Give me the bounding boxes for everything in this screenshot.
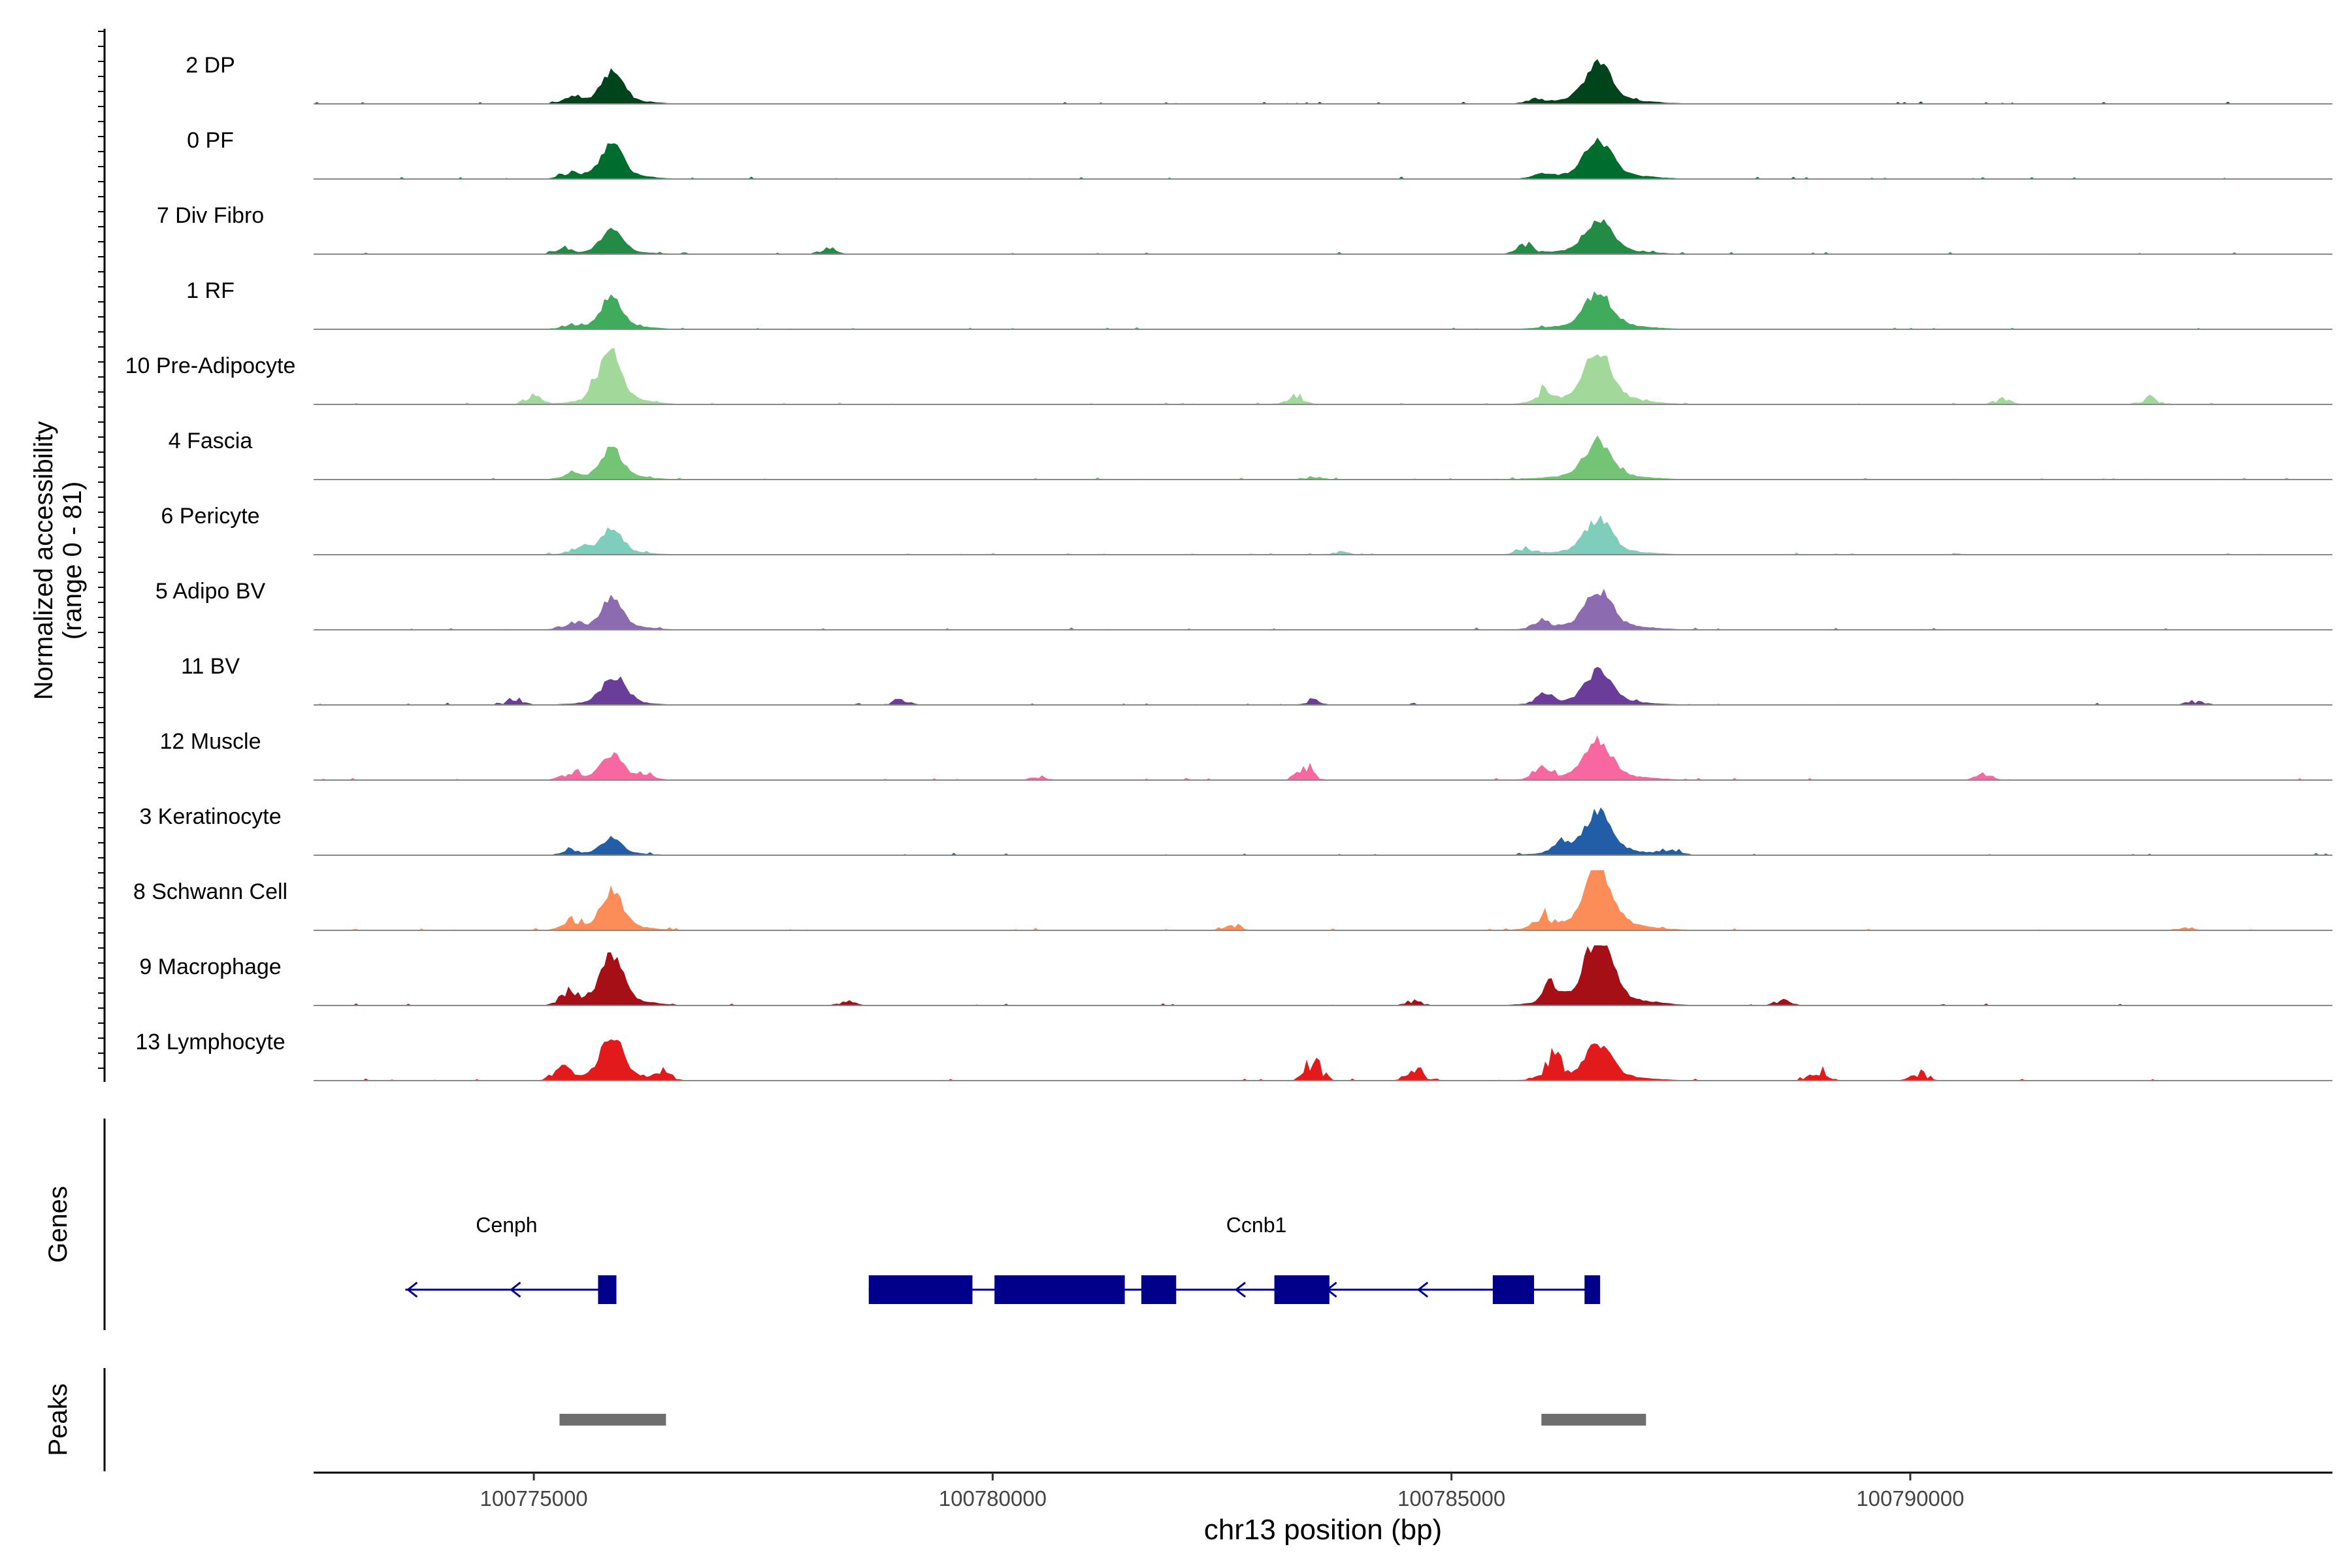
x-tick-label: 100775000 [480, 1486, 587, 1511]
track-8-schwann-cell: 8 Schwann Cell [133, 870, 2332, 931]
y-axis-accessibility: Normalized accessibility (range 0 - 81) [29, 29, 106, 1082]
x-tick-label: 100790000 [1856, 1486, 1964, 1511]
gene-exon [868, 1275, 973, 1304]
coverage-area [314, 945, 2332, 1005]
genes-track-label: Genes [44, 1186, 73, 1263]
x-tick-label: 100780000 [939, 1486, 1047, 1511]
gene-cenph: Cenph [405, 1213, 617, 1304]
strand-arrow [406, 1281, 418, 1298]
y-axis-range: (range 0 - 81) [58, 482, 87, 640]
track-label: 10 Pre-Adipocyte [125, 353, 296, 378]
x-axis-title: chr13 position (bp) [1204, 1514, 1442, 1546]
track-10-pre-adipocyte: 10 Pre-Adipocyte [125, 348, 2332, 405]
gene-exon [1141, 1275, 1177, 1304]
coverage-area [314, 807, 2332, 855]
track-label: 12 Muscle [160, 729, 261, 754]
track-label: 7 Div Fibro [157, 203, 264, 228]
track-label: 2 DP [186, 53, 235, 78]
track-label: 6 Pericyte [161, 504, 259, 529]
track-4-fascia: 4 Fascia [169, 429, 2332, 480]
track-11-bv: 11 BV [181, 654, 2332, 706]
track-label: 9 Macrophage [139, 955, 281, 979]
track-7-div-fibro: 7 Div Fibro [157, 203, 2332, 255]
coverage-area [314, 348, 2332, 404]
track-label: 5 Adipo BV [155, 579, 266, 604]
track-label: 11 BV [181, 654, 240, 679]
y-axis-title: Normalized accessibility [29, 421, 58, 700]
track-label: 4 Fascia [169, 429, 253, 453]
gene-models: Cenph Ccnb1 [405, 1213, 1601, 1304]
track-label: 13 Lymphocyte [135, 1030, 285, 1054]
strand-arrow [510, 1281, 521, 1298]
coverage-area [314, 219, 2332, 254]
gene-name-label: Ccnb1 [1226, 1213, 1287, 1237]
gene-ccnb1: Ccnb1 [868, 1213, 1601, 1304]
coverage-area [314, 589, 2332, 630]
coverage-area [314, 291, 2332, 329]
track-13-lymphocyte: 13 Lymphocyte [135, 1030, 2332, 1081]
peak-region [1541, 1414, 1646, 1426]
coverage-area [314, 666, 2332, 705]
track-3-keratinocyte: 3 Keratinocyte [139, 804, 2332, 856]
track-2-dp: 2 DP [186, 53, 2332, 105]
coverage-area [314, 1039, 2332, 1081]
strand-arrow [1234, 1281, 1246, 1298]
peaks-track: Peaks [44, 1368, 1646, 1471]
x-axis-ticks: 100775000 100780000 100785000 100790000 [480, 1473, 1965, 1511]
peak-regions [559, 1414, 1646, 1426]
x-tick-label: 100785000 [1397, 1486, 1505, 1511]
y-axis-minor-ticks [98, 31, 105, 1069]
coverage-area [314, 735, 2332, 780]
gene-exon [598, 1275, 617, 1304]
track-6-pericyte: 6 Pericyte [161, 504, 2332, 555]
track-1-rf: 1 RF [186, 278, 2332, 330]
gene-exon [994, 1275, 1125, 1304]
track-5-adipo-bv: 5 Adipo BV [155, 579, 2332, 630]
coverage-area [314, 59, 2332, 104]
gene-name-label: Cenph [476, 1213, 537, 1237]
gene-exon [1492, 1275, 1535, 1304]
coverage-area [314, 435, 2332, 480]
track-9-macrophage: 9 Macrophage [139, 945, 2332, 1006]
x-axis: 100775000 100780000 100785000 100790000 chr… [314, 1471, 2332, 1546]
coverage-area [314, 137, 2332, 179]
strand-arrow [1416, 1281, 1429, 1298]
track-label: 8 Schwann Cell [133, 879, 287, 904]
coverage-area [314, 515, 2332, 555]
peaks-track-label: Peaks [44, 1383, 73, 1456]
gene-exon [1274, 1275, 1330, 1304]
peak-region [559, 1414, 666, 1426]
genes-track: Genes Cenph Ccnb1 [44, 1119, 1601, 1330]
track-label: 1 RF [186, 278, 235, 303]
track-0-pf: 0 PF [187, 128, 2332, 180]
track-label: 3 Keratinocyte [139, 804, 281, 829]
gene-exon [1584, 1275, 1601, 1304]
coverage-tracks: 2 DP 0 PF 7 Div Fibro 1 RF 10 Pre-Adipocyte 4… [125, 53, 2332, 1081]
track-12-muscle: 12 Muscle [160, 729, 2332, 781]
coverage-area [314, 870, 2332, 930]
track-label: 0 PF [187, 128, 234, 153]
